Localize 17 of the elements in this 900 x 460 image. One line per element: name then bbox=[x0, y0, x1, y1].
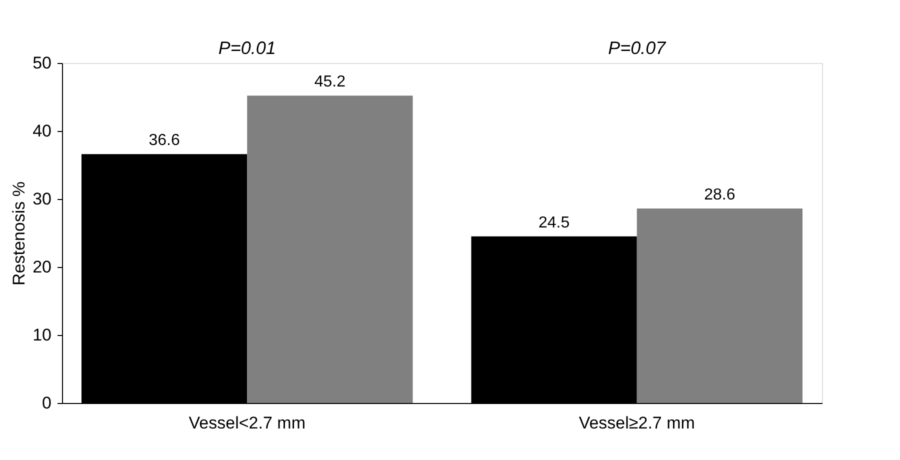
y-tick-label: 10 bbox=[32, 326, 52, 344]
data-label: 45.2 bbox=[314, 74, 346, 91]
x-tick-label: Vessel≥2.7 mm bbox=[578, 414, 695, 432]
y-tick-label: 40 bbox=[32, 122, 52, 140]
data-label: 24.5 bbox=[538, 214, 570, 232]
data-label: 28.6 bbox=[704, 186, 736, 204]
text: P=0.01 bbox=[218, 38, 276, 58]
y-axis-title: Restenosis % bbox=[10, 182, 29, 286]
bar bbox=[636, 208, 803, 403]
y-tick-label: 0 bbox=[42, 394, 52, 412]
x-tick-label: Vessel<2.7 mm bbox=[188, 414, 306, 432]
text: P=0.07 bbox=[608, 38, 667, 58]
bar bbox=[247, 96, 413, 403]
y-tick-label: 30 bbox=[32, 190, 52, 208]
data-label: 36.6 bbox=[148, 132, 180, 150]
y-tick-label: 50 bbox=[32, 54, 52, 72]
y-tick-label: 20 bbox=[32, 258, 52, 276]
